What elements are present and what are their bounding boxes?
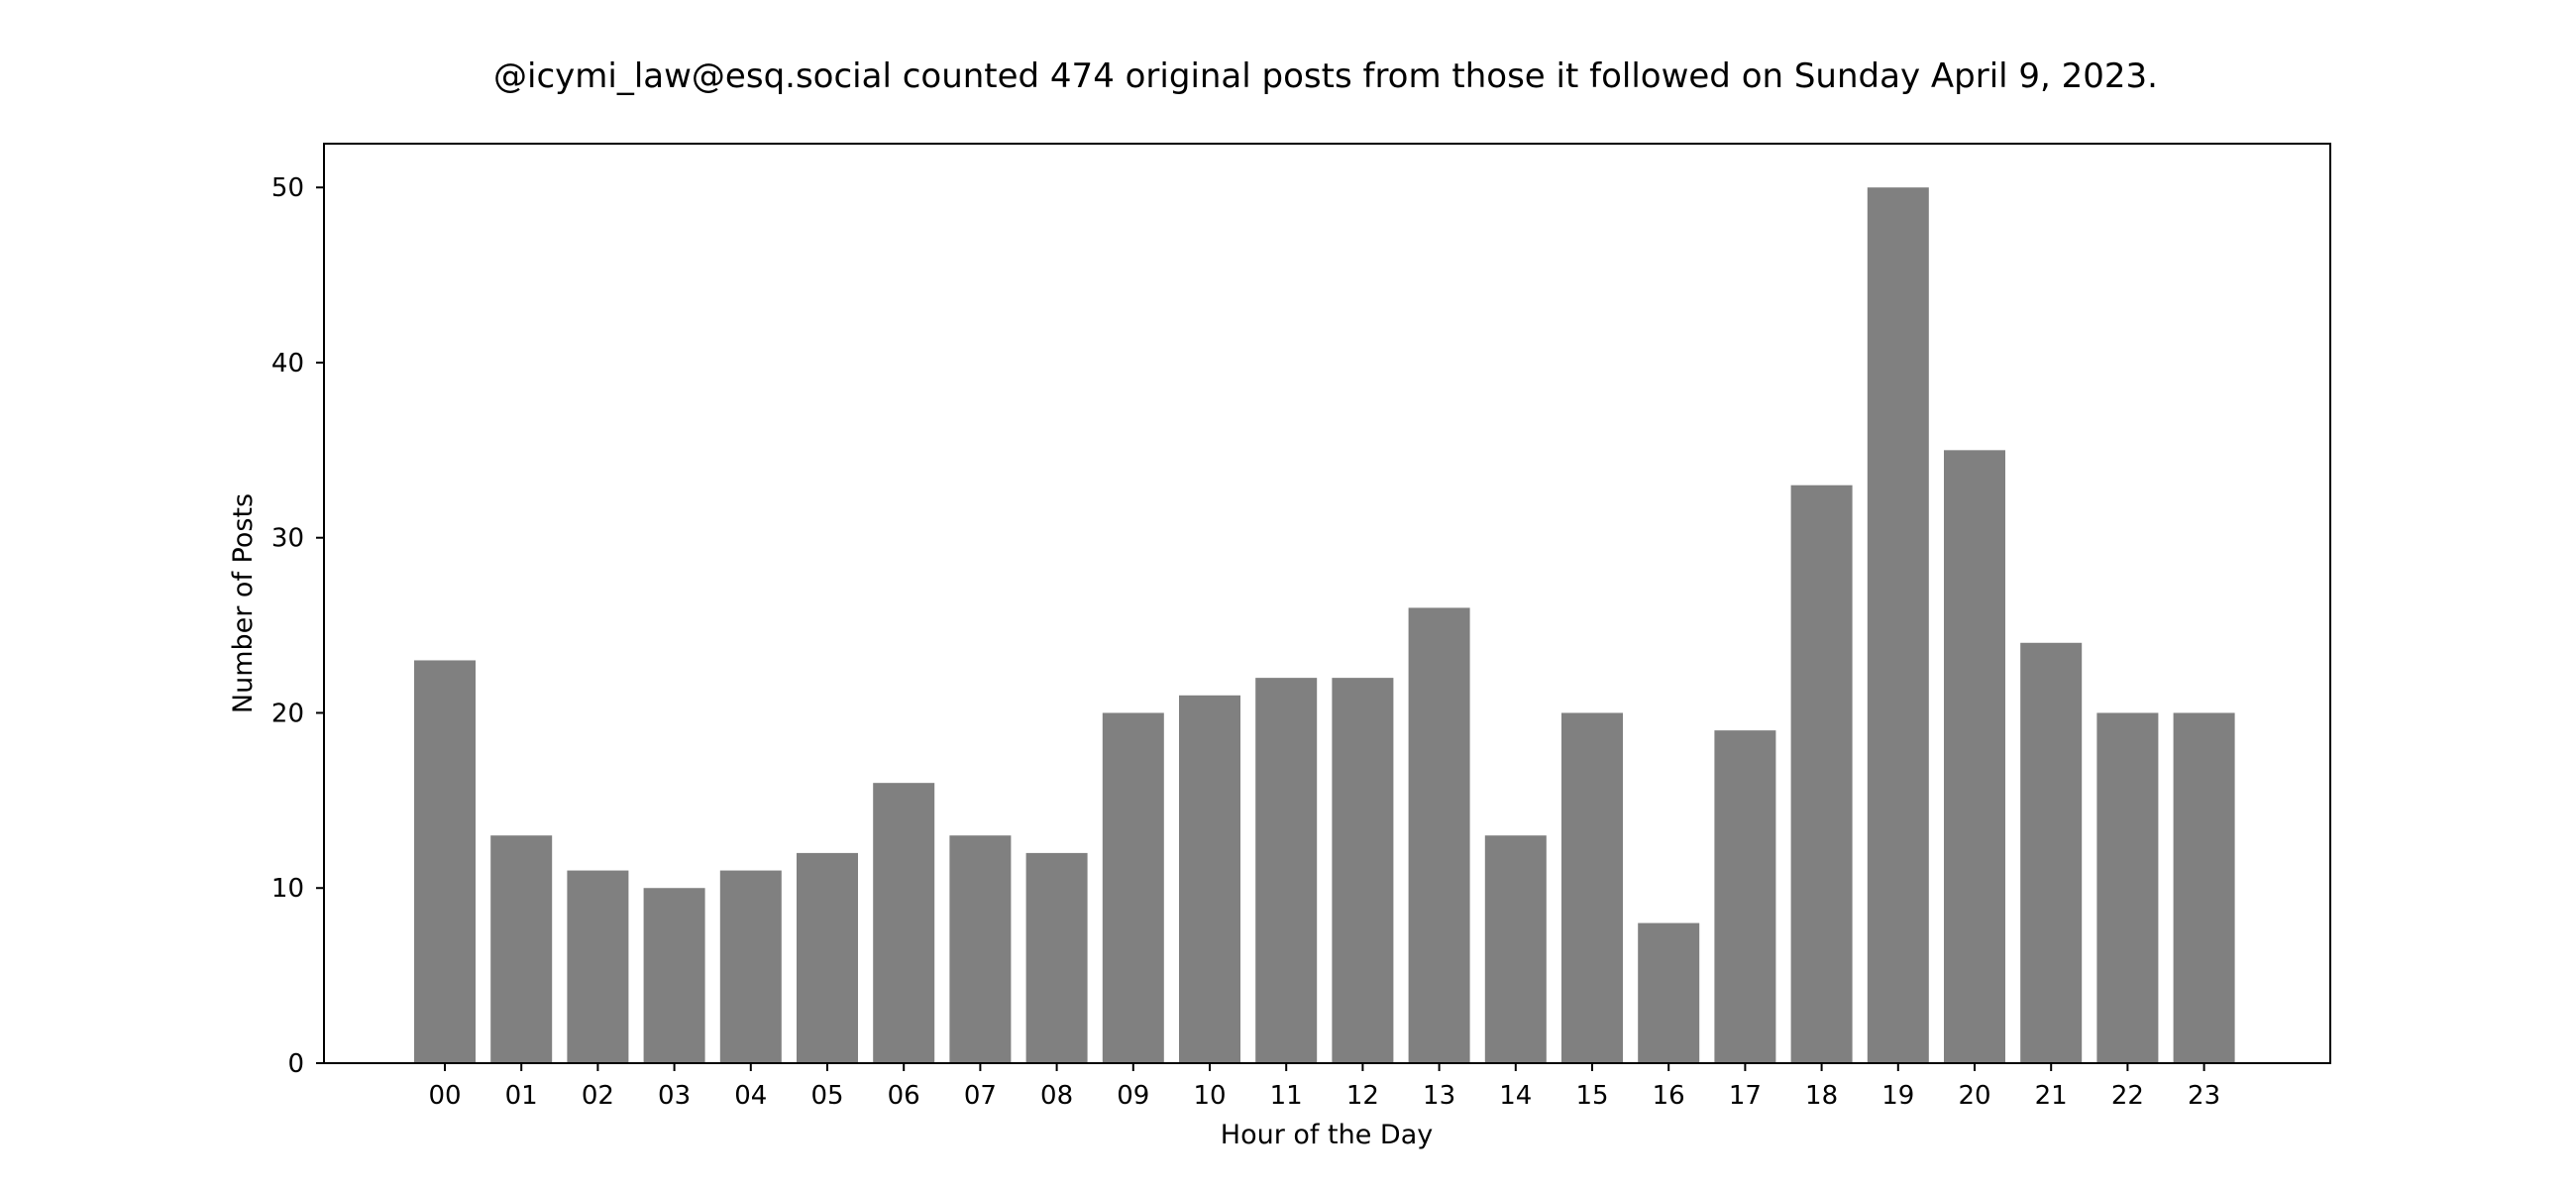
x-tick-label: 10 bbox=[1193, 1081, 1226, 1111]
bar-hour-05 bbox=[797, 852, 858, 1063]
bar-hour-07 bbox=[949, 835, 1012, 1063]
y-tick-label: 10 bbox=[271, 874, 304, 904]
x-axis-ticks: 00 01 02 03 04 05 06 07 08 09 10 11 12 13 14 15 16 17 18 19… bbox=[428, 1063, 2220, 1111]
x-tick-label: 03 bbox=[658, 1081, 691, 1111]
x-tick-label: 00 bbox=[428, 1081, 461, 1111]
x-tick-label: 04 bbox=[734, 1081, 767, 1111]
plot-frame bbox=[323, 143, 2331, 1064]
y-tick-label: 20 bbox=[271, 699, 304, 728]
x-tick-label: 18 bbox=[1805, 1081, 1838, 1111]
bar-hour-21 bbox=[2020, 642, 2083, 1063]
bar-hour-19 bbox=[1867, 187, 1929, 1063]
x-tick-label: 15 bbox=[1575, 1081, 1608, 1111]
x-tick-label: 06 bbox=[888, 1081, 920, 1111]
bar-hour-17 bbox=[1714, 730, 1776, 1063]
bar-hour-00 bbox=[414, 660, 476, 1063]
y-tick-label: 30 bbox=[271, 524, 304, 554]
x-tick-label: 01 bbox=[505, 1081, 538, 1111]
x-tick-label: 20 bbox=[1958, 1081, 1990, 1111]
bar-hour-02 bbox=[567, 870, 629, 1063]
x-tick-label: 13 bbox=[1423, 1081, 1455, 1111]
bar-hour-03 bbox=[643, 888, 705, 1063]
bars-group bbox=[414, 187, 2235, 1064]
bar-hour-04 bbox=[719, 870, 782, 1063]
bar-hour-09 bbox=[1102, 712, 1164, 1063]
bar-hour-22 bbox=[2096, 712, 2159, 1063]
y-axis-label: Number of Posts bbox=[228, 493, 259, 713]
y-tick-label: 40 bbox=[271, 349, 304, 378]
x-axis-label: Hour of the Day bbox=[1221, 1120, 1433, 1150]
x-tick-label: 21 bbox=[2035, 1081, 2068, 1111]
x-tick-label: 11 bbox=[1270, 1081, 1303, 1111]
chart-title: @icymi_law@esq.social counted 474 origin… bbox=[493, 56, 2158, 96]
x-tick-label: 07 bbox=[964, 1081, 997, 1111]
bar-hour-11 bbox=[1255, 678, 1318, 1063]
x-tick-label: 12 bbox=[1346, 1081, 1379, 1111]
bar-hour-01 bbox=[490, 835, 553, 1063]
x-tick-label: 08 bbox=[1040, 1081, 1073, 1111]
bar-hour-20 bbox=[1944, 450, 2005, 1064]
y-tick-label: 50 bbox=[271, 173, 304, 203]
x-tick-label: 09 bbox=[1117, 1081, 1149, 1111]
bar-hour-23 bbox=[2173, 712, 2235, 1063]
x-tick-label: 14 bbox=[1499, 1081, 1532, 1111]
x-tick-label: 16 bbox=[1653, 1081, 1685, 1111]
x-tick-label: 22 bbox=[2111, 1081, 2144, 1111]
bar-hour-06 bbox=[873, 783, 935, 1063]
y-tick-label: 0 bbox=[287, 1049, 304, 1079]
bar-hour-15 bbox=[1561, 712, 1623, 1063]
x-tick-label: 23 bbox=[2188, 1081, 2220, 1111]
bar-hour-12 bbox=[1332, 678, 1394, 1063]
bar-hour-16 bbox=[1638, 922, 1700, 1063]
x-tick-label: 19 bbox=[1881, 1081, 1914, 1111]
x-tick-label: 05 bbox=[810, 1081, 843, 1111]
x-tick-label: 17 bbox=[1729, 1081, 1762, 1111]
bar-hour-18 bbox=[1790, 485, 1853, 1063]
x-tick-label: 02 bbox=[582, 1081, 614, 1111]
bar-hour-14 bbox=[1484, 835, 1547, 1063]
bar-hour-08 bbox=[1025, 852, 1088, 1063]
bar-hour-10 bbox=[1179, 695, 1240, 1063]
bar-hour-13 bbox=[1408, 607, 1470, 1063]
y-axis-ticks: 0 10 20 30 40 50 bbox=[271, 173, 324, 1079]
